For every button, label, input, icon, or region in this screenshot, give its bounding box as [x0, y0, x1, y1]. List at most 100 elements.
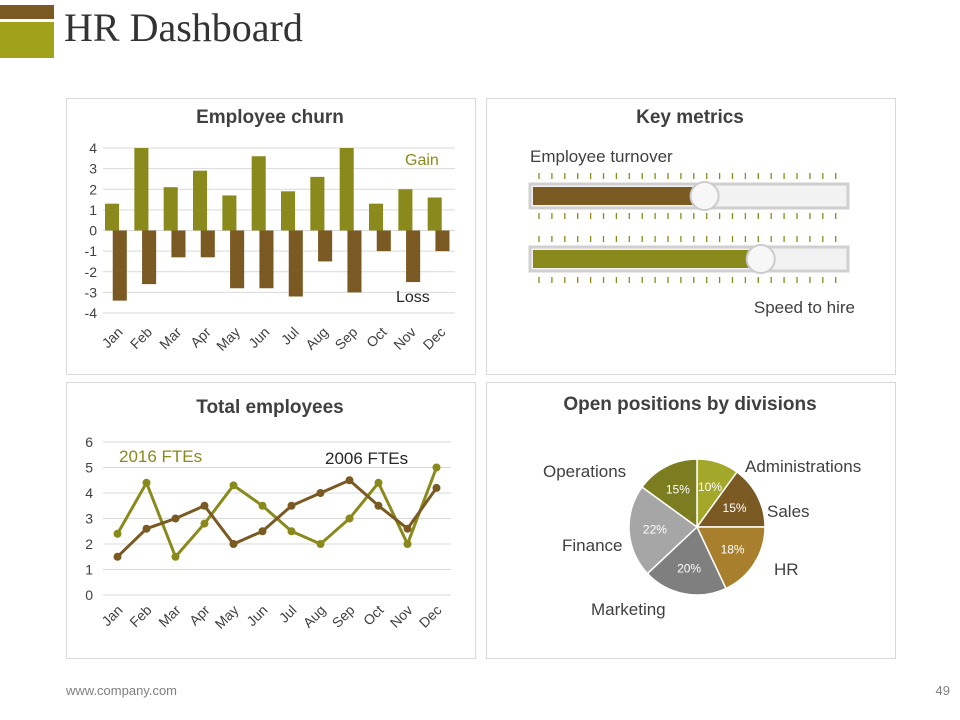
line-xtick-label: Apr — [186, 602, 213, 629]
series-point — [113, 552, 122, 561]
key-metrics-chart: Key metrics Employee turnover Speed to h… — [528, 107, 855, 317]
gain-bar — [398, 189, 413, 231]
series-point — [171, 514, 180, 523]
line-xtick-label: Oct — [360, 602, 387, 629]
key-metrics-panel: Key metrics Employee turnover Speed to h… — [486, 98, 896, 375]
churn-xtick-label: Apr — [187, 324, 214, 351]
series-point — [403, 524, 412, 533]
series-point — [200, 501, 209, 510]
series-point — [113, 529, 122, 538]
loss-bar — [230, 230, 245, 289]
churn-ytick-label: 2 — [89, 181, 97, 197]
line-ytick-label: 3 — [85, 511, 93, 527]
pie-pct-label: 10% — [698, 480, 722, 494]
metric-fill — [533, 250, 761, 268]
key-metrics-title: Key metrics — [636, 107, 744, 128]
gain-bar — [251, 156, 266, 231]
employee-churn-panel: Employee churn 4 3 2 1 0 -1 -2 -3 -4 Jan Feb Mar Ap… — [66, 98, 476, 375]
footer-url[interactable]: www.company.com — [66, 683, 178, 698]
churn-xtick-label: May — [213, 324, 243, 354]
employee-churn-chart: Employee churn 4 3 2 1 0 -1 -2 -3 -4 Jan Feb Mar Ap… — [85, 107, 455, 354]
series-point — [432, 483, 441, 492]
pie-division-label: Sales — [767, 502, 810, 521]
pie-slice — [695, 526, 766, 590]
pie-slice — [695, 470, 766, 528]
series-point — [345, 476, 354, 485]
series-point — [432, 463, 441, 472]
loss-bar — [347, 230, 362, 293]
churn-xtick-label: Mar — [156, 324, 185, 353]
line-xtick-label: Aug — [300, 602, 329, 631]
employee-churn-title: Employee churn — [196, 107, 344, 128]
loss-bar — [112, 230, 127, 301]
line-xtick-label: Jul — [276, 602, 300, 626]
line-xtick-label: Dec — [416, 602, 445, 631]
line-xtick-label: Jun — [243, 602, 270, 629]
gain-bar — [310, 176, 325, 231]
series-point — [200, 519, 209, 528]
gain-bar — [222, 195, 237, 231]
churn-ytick-label: -3 — [85, 284, 98, 300]
churn-xtick-label: Jun — [245, 324, 272, 351]
line-xtick-label: May — [212, 602, 242, 632]
series-point — [403, 540, 412, 548]
accent-bar-bottom — [0, 22, 54, 58]
pie-division-label: Finance — [562, 536, 622, 555]
pie-slice — [646, 525, 727, 596]
line-ytick-label: 0 — [85, 587, 93, 603]
accent-bar-top — [0, 5, 54, 19]
pie-pct-label: 22% — [643, 523, 667, 537]
open-positions-title: Open positions by divisions — [563, 394, 816, 415]
page-number: 49 — [935, 683, 950, 698]
line-ytick-label: 4 — [85, 485, 93, 501]
employee-turnover-label: Employee turnover — [530, 147, 673, 166]
metric-fill — [533, 187, 705, 205]
loss-bar — [406, 230, 421, 283]
loss-bar — [171, 230, 186, 258]
pie-pct-label: 18% — [721, 543, 745, 557]
pie-slice — [640, 458, 698, 529]
line-ytick-label: 1 — [85, 562, 93, 578]
series-point — [345, 514, 354, 523]
series-point — [316, 540, 325, 548]
page-title: HR Dashboard — [64, 5, 303, 50]
series-point — [287, 527, 296, 536]
line-ytick-label: 2 — [85, 536, 93, 552]
speed-to-hire-label: Speed to hire — [754, 298, 855, 317]
line-xtick-label: Nov — [387, 602, 416, 631]
churn-ytick-label: 1 — [89, 202, 97, 218]
churn-xtick-label: Feb — [127, 324, 156, 353]
loss-bar — [259, 230, 274, 289]
series-point — [229, 540, 238, 548]
open-positions-panel: Open positions by divisions 10% 15% 18% 20%… — [486, 382, 896, 659]
line-ytick-label: 5 — [85, 460, 93, 476]
loss-bar — [142, 230, 157, 285]
loss-bar — [200, 230, 215, 258]
series-point — [171, 552, 180, 561]
series-point — [142, 478, 151, 487]
churn-ytick-label: -4 — [85, 305, 98, 321]
line-xtick-label: Feb — [126, 602, 155, 631]
pie-division-label: Operations — [543, 462, 626, 481]
loss-bar — [435, 230, 450, 252]
series-point — [316, 489, 325, 497]
metric-knob[interactable] — [745, 244, 776, 274]
metric-knob[interactable] — [689, 181, 720, 211]
pie-division-label: Administrations — [745, 457, 861, 476]
loss-bar — [288, 230, 303, 297]
series-point — [142, 524, 151, 533]
pie-pct-label: 15% — [723, 501, 747, 515]
total-employees-title: Total employees — [196, 397, 343, 418]
gain-bar — [134, 148, 149, 231]
line-xtick-label: Sep — [329, 602, 358, 631]
pie-division-label: HR — [774, 560, 799, 579]
gain-bar — [339, 148, 354, 231]
pie-pct-label: 20% — [677, 561, 701, 575]
series-point — [374, 501, 383, 510]
churn-ytick-label: 4 — [89, 140, 97, 156]
churn-xtick-label: Nov — [390, 324, 419, 353]
series-2016-legend-label: 2016 FTEs — [119, 447, 202, 466]
loss-bar — [376, 230, 391, 252]
gain-bar — [427, 197, 442, 231]
